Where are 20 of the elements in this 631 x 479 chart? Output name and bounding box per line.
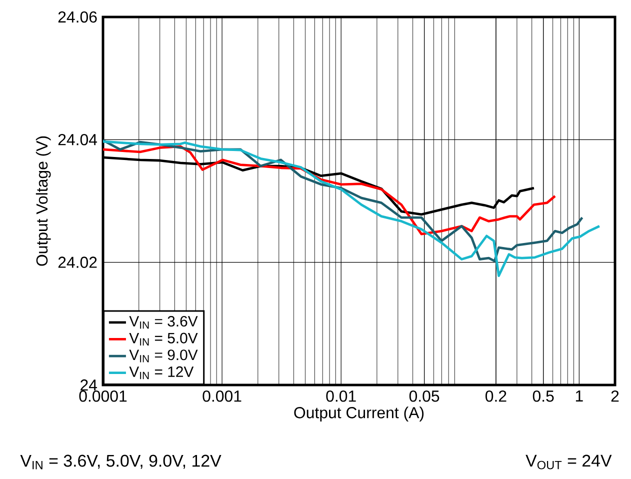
text: V$_{IN}$ = 3.6V, 5.0V, 9.0V, 12V — [20, 454, 222, 470]
x-tick-label: 0.01 — [326, 390, 356, 402]
x-tick-label: 2 — [611, 390, 619, 402]
y-tick-label: 24 — [80, 379, 98, 391]
text: V$_{OUT}$ = 24V — [526, 454, 612, 470]
x-tick-label: 0.2 — [486, 390, 506, 402]
legend-label: V$_{IN}$ = 3.6V — [129, 316, 198, 329]
legend-label: V$_{IN}$ = 9.0V — [129, 350, 198, 362]
x-tick-label: 0.001 — [202, 390, 242, 402]
y-tick-label: 24.04 — [58, 134, 98, 146]
x-tick-label: 0.5 — [532, 390, 554, 402]
legend-label: V$_{IN}$ = 12V — [129, 366, 194, 380]
legend-label: V$_{IN}$ = 5.0V — [129, 332, 198, 346]
x-tick-label: 0.0001 — [79, 390, 127, 402]
x-tick-label: 0.05 — [409, 390, 440, 402]
y-tick-label: 24.02 — [58, 256, 97, 268]
y-axis-title: Output Voltage (V) — [36, 136, 51, 266]
x-axis-title: Output Current (A) — [294, 406, 424, 422]
y-tick-label: 24.06 — [58, 11, 97, 23]
x-tick-label: 1 — [576, 390, 583, 402]
